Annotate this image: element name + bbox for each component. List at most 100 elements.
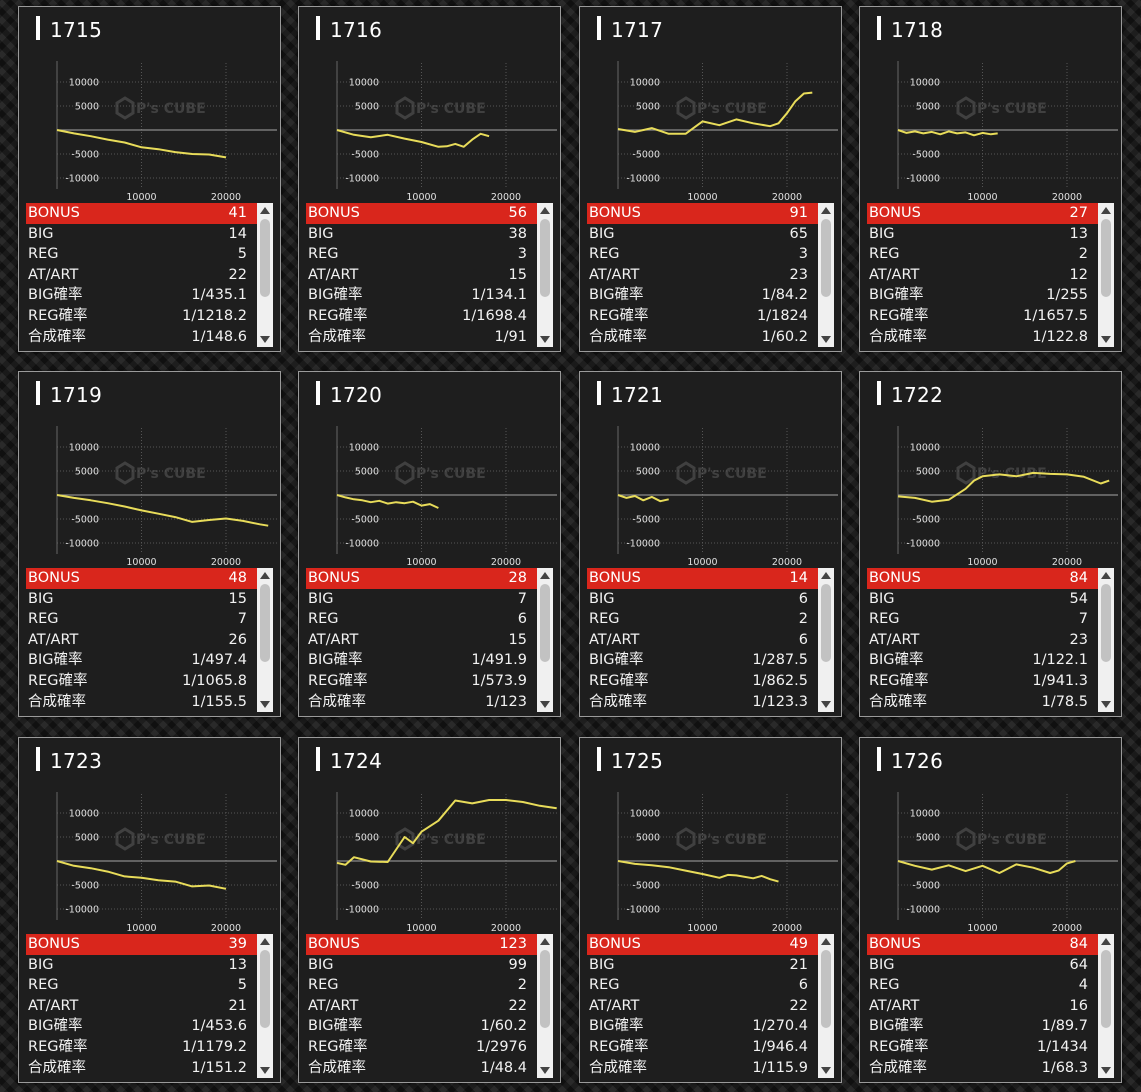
machine-number[interactable]: 1718	[891, 18, 944, 42]
machine-number[interactable]: 1716	[330, 18, 383, 42]
machine-card[interactable]: 1721 P's CUBE 10000 5000 -5000 -10000 10000 200…	[579, 371, 842, 717]
machine-card[interactable]: 1726 P's CUBE 10000 5000 -5000 -10000 10000 200…	[859, 737, 1122, 1083]
scroll-thumb[interactable]	[540, 950, 550, 1028]
scroll-thumb[interactable]	[1101, 219, 1111, 297]
scroll-up-arrow-icon[interactable]	[1101, 572, 1111, 579]
scroll-up-arrow-icon[interactable]	[540, 938, 550, 945]
stat-row: REG 7	[26, 609, 257, 630]
stat-value: 15	[228, 590, 247, 607]
stat-row: AT/ART 21	[26, 996, 257, 1017]
machine-card[interactable]: 1725 P's CUBE 10000 5000 -5000 -10000 10000 200…	[579, 737, 842, 1083]
machine-number[interactable]: 1717	[611, 18, 664, 42]
stat-label: REG確率	[869, 672, 929, 689]
scroll-thumb[interactable]	[821, 950, 831, 1028]
machine-number[interactable]: 1725	[611, 749, 664, 773]
stats-scrollbar[interactable]	[818, 203, 834, 347]
scroll-down-arrow-icon[interactable]	[260, 701, 270, 708]
machine-number[interactable]: 1724	[330, 749, 383, 773]
scroll-down-arrow-icon[interactable]	[821, 336, 831, 343]
stat-value: 23	[1069, 631, 1088, 648]
stats-scrollbar[interactable]	[818, 934, 834, 1078]
scroll-thumb[interactable]	[1101, 584, 1111, 662]
scroll-thumb[interactable]	[260, 219, 270, 297]
scroll-up-arrow-icon[interactable]	[540, 572, 550, 579]
stats-scrollbar[interactable]	[537, 203, 553, 347]
scroll-thumb[interactable]	[540, 584, 550, 662]
y-tick-label: -5000	[912, 150, 940, 161]
scroll-down-arrow-icon[interactable]	[540, 336, 550, 343]
scroll-down-arrow-icon[interactable]	[821, 1067, 831, 1074]
machine-card[interactable]: 1718 P's CUBE 10000 5000 -5000 -10000 10000 200…	[859, 6, 1122, 352]
scroll-down-arrow-icon[interactable]	[540, 1067, 550, 1074]
scroll-up-arrow-icon[interactable]	[260, 938, 270, 945]
machine-number[interactable]: 1715	[50, 18, 103, 42]
scroll-thumb[interactable]	[260, 950, 270, 1028]
machine-card[interactable]: 1719 P's CUBE 10000 5000 -5000 -10000 10000 200…	[18, 371, 281, 717]
machine-card[interactable]: 1717 P's CUBE 10000 5000 -5000 -10000 10000 200…	[579, 6, 842, 352]
machine-card[interactable]: 1723 P's CUBE 10000 5000 -5000 -10000 10000 200…	[18, 737, 281, 1083]
scroll-thumb[interactable]	[540, 219, 550, 297]
machine-number[interactable]: 1722	[891, 383, 944, 407]
scroll-down-arrow-icon[interactable]	[821, 701, 831, 708]
stats-scrollbar[interactable]	[257, 203, 273, 347]
stat-label: AT/ART	[589, 997, 640, 1014]
stats-scrollbar[interactable]	[1098, 568, 1114, 712]
scroll-down-arrow-icon[interactable]	[260, 1067, 270, 1074]
machine-card[interactable]: 1722 P's CUBE 10000 5000 -5000 -10000 10000 200…	[859, 371, 1122, 717]
scroll-thumb[interactable]	[260, 584, 270, 662]
stat-label: BIG確率	[308, 652, 363, 669]
stats-scrollbar[interactable]	[1098, 934, 1114, 1078]
y-tick-label: 10000	[630, 809, 660, 820]
stat-row: BIG 6	[587, 589, 818, 610]
x-tick-label: 10000	[126, 923, 156, 934]
watermark-text: P's CUBE	[977, 832, 1047, 848]
stat-value: 1/48.4	[480, 1059, 527, 1076]
x-tick-label: 20000	[211, 557, 241, 568]
x-tick-label: 10000	[406, 923, 436, 934]
scroll-thumb[interactable]	[821, 219, 831, 297]
stats-scrollbar[interactable]	[537, 568, 553, 712]
scroll-up-arrow-icon[interactable]	[260, 207, 270, 214]
stat-value: 1/122.1	[1032, 652, 1088, 669]
machine-number[interactable]: 1721	[611, 383, 664, 407]
machine-number[interactable]: 1726	[891, 749, 944, 773]
stat-label: BONUS	[28, 570, 80, 586]
machine-card[interactable]: 1716 P's CUBE 10000 5000 -5000 -10000 10000 200…	[298, 6, 561, 352]
stats-table: BONUS 41 BIG 14 REG 5 AT/ART 22 BIG確率 1/435.1 REG確…	[26, 203, 273, 347]
machine-number[interactable]: 1720	[330, 383, 383, 407]
scroll-thumb[interactable]	[821, 584, 831, 662]
scroll-up-arrow-icon[interactable]	[821, 938, 831, 945]
stats-scrollbar[interactable]	[257, 568, 273, 712]
machine-card[interactable]: 1715 P's CUBE 10000 5000 -5000 -10000 10000 200…	[18, 6, 281, 352]
stat-row: BIG 21	[587, 955, 818, 976]
scroll-down-arrow-icon[interactable]	[1101, 336, 1111, 343]
stat-row: REG 7	[867, 609, 1098, 630]
machine-card[interactable]: 1720 P's CUBE 10000 5000 -5000 -10000 10000 200…	[298, 371, 561, 717]
stat-value: 99	[508, 956, 527, 973]
scroll-up-arrow-icon[interactable]	[540, 207, 550, 214]
stat-value: 12	[1069, 266, 1088, 283]
machine-card[interactable]: 1724 P's CUBE 10000 5000 -5000 -10000 10000 200…	[298, 737, 561, 1083]
scroll-down-arrow-icon[interactable]	[1101, 701, 1111, 708]
stat-value: 1/1179.2	[182, 1038, 247, 1055]
scroll-down-arrow-icon[interactable]	[260, 336, 270, 343]
stats-scrollbar[interactable]	[1098, 203, 1114, 347]
scroll-down-arrow-icon[interactable]	[1101, 1067, 1111, 1074]
machine-number[interactable]: 1723	[50, 749, 103, 773]
stats-scrollbar[interactable]	[537, 934, 553, 1078]
scroll-thumb[interactable]	[1101, 950, 1111, 1028]
machine-number[interactable]: 1719	[50, 383, 103, 407]
y-tick-label: 10000	[910, 78, 940, 89]
scroll-up-arrow-icon[interactable]	[260, 572, 270, 579]
scroll-up-arrow-icon[interactable]	[1101, 938, 1111, 945]
scroll-up-arrow-icon[interactable]	[821, 207, 831, 214]
scroll-up-arrow-icon[interactable]	[1101, 207, 1111, 214]
bonus-row: BONUS 27	[867, 203, 1098, 224]
stats-scrollbar[interactable]	[257, 934, 273, 1078]
scroll-up-arrow-icon[interactable]	[821, 572, 831, 579]
slump-graph: P's CUBE 10000 5000 -5000 -10000 10000 20000	[19, 418, 280, 572]
stats-scrollbar[interactable]	[818, 568, 834, 712]
x-tick-label: 20000	[211, 923, 241, 934]
scroll-down-arrow-icon[interactable]	[540, 701, 550, 708]
x-tick-label: 20000	[772, 192, 802, 203]
